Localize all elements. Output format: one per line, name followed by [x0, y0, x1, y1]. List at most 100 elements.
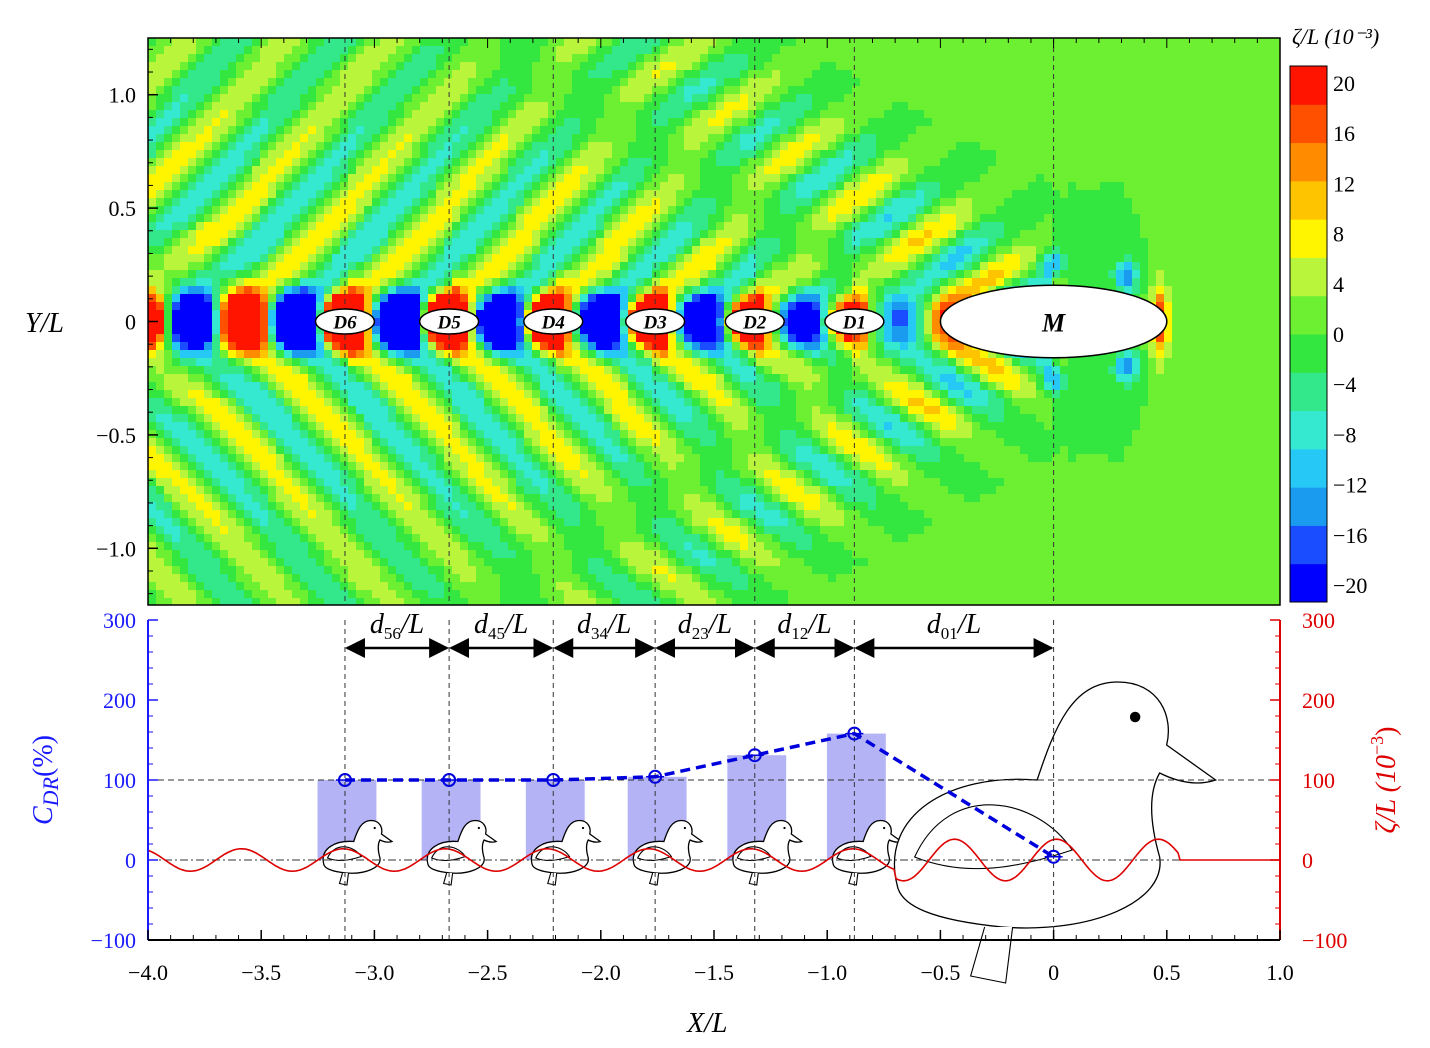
- contour-cell: [804, 582, 812, 590]
- contour-cell: [284, 286, 292, 294]
- contour-cell: [428, 534, 436, 542]
- contour-cell: [380, 502, 388, 510]
- contour-cell: [276, 390, 284, 398]
- contour-cell: [412, 78, 420, 86]
- contour-cell: [292, 366, 300, 374]
- contour-cell: [252, 246, 260, 254]
- contour-cell: [188, 470, 196, 478]
- contour-cell: [244, 526, 252, 534]
- contour-cell: [148, 350, 156, 358]
- contour-cell: [516, 174, 524, 182]
- contour-cell: [220, 414, 228, 422]
- contour-cell: [324, 438, 332, 446]
- contour-cell: [308, 286, 316, 294]
- contour-cell: [636, 70, 644, 78]
- contour-cell: [228, 150, 236, 158]
- contour-cell: [548, 278, 556, 286]
- contour-cell: [148, 142, 156, 150]
- contour-cell: [780, 62, 788, 70]
- contour-cell: [524, 534, 532, 542]
- contour-cell: [788, 470, 796, 478]
- contour-cell: [668, 206, 676, 214]
- contour-cell: [508, 486, 516, 494]
- contour-cell: [588, 558, 596, 566]
- contour-cell: [204, 350, 212, 358]
- contour-cell: [396, 254, 404, 262]
- contour-cell: [268, 286, 276, 294]
- contour-cell: [660, 582, 668, 590]
- contour-cell: [452, 238, 460, 246]
- contour-cell: [684, 566, 692, 574]
- contour-cell: [220, 590, 228, 598]
- contour-cell: [588, 182, 596, 190]
- contour-cell: [732, 134, 740, 142]
- contour-cell: [380, 102, 388, 110]
- contour-cell: [524, 430, 532, 438]
- contour-cell: [380, 222, 388, 230]
- contour-cell: [356, 230, 364, 238]
- contour-cell: [172, 382, 180, 390]
- contour-cell: [732, 174, 740, 182]
- contour-cell: [412, 558, 420, 566]
- contour-cell: [252, 494, 260, 502]
- contour-cell: [692, 534, 700, 542]
- contour-cell: [420, 70, 428, 78]
- contour-cell: [404, 558, 412, 566]
- contour-cell: [772, 366, 780, 374]
- contour-cell: [236, 94, 244, 102]
- contour-cell: [404, 510, 412, 518]
- contour-cell: [364, 270, 372, 278]
- contour-cell: [324, 62, 332, 70]
- contour-cell: [276, 422, 284, 430]
- contour-cell: [420, 158, 428, 166]
- contour-cell: [508, 494, 516, 502]
- contour-cell: [492, 310, 500, 318]
- contour-cell: [692, 46, 700, 54]
- contour-cell: [532, 158, 540, 166]
- contour-cell: [180, 486, 188, 494]
- contour-cell: [668, 582, 676, 590]
- contour-cell: [180, 302, 188, 310]
- contour-cell: [804, 390, 812, 398]
- contour-cell: [156, 382, 164, 390]
- contour-cell: [508, 518, 516, 526]
- contour-cell: [388, 278, 396, 286]
- contour-cell: [164, 246, 172, 254]
- contour-cell: [348, 278, 356, 286]
- contour-cell: [548, 286, 556, 294]
- contour-cell: [692, 486, 700, 494]
- contour-cell: [340, 246, 348, 254]
- contour-cell: [476, 190, 484, 198]
- contour-cell: [476, 94, 484, 102]
- contour-cell: [828, 430, 836, 438]
- contour-cell: [332, 238, 340, 246]
- contour-cell: [436, 262, 444, 270]
- contour-cell: [556, 78, 564, 86]
- contour-cell: [220, 174, 228, 182]
- contour-cell: [692, 254, 700, 262]
- contour-cell: [676, 486, 684, 494]
- contour-cell: [260, 446, 268, 454]
- contour-cell: [420, 550, 428, 558]
- contour-cell: [532, 342, 540, 350]
- contour-cell: [692, 478, 700, 486]
- contour-cell: [332, 526, 340, 534]
- contour-cell: [524, 198, 532, 206]
- contour-cell: [516, 166, 524, 174]
- contour-cell: [524, 302, 532, 310]
- contour-cell: [180, 462, 188, 470]
- contour-cell: [148, 574, 156, 582]
- contour-cell: [428, 422, 436, 430]
- contour-cell: [676, 478, 684, 486]
- contour-cell: [724, 62, 732, 70]
- contour-cell: [468, 590, 476, 598]
- contour-cell: [404, 502, 412, 510]
- contour-cell: [420, 54, 428, 62]
- contour-cell: [188, 590, 196, 598]
- contour-cell: [340, 158, 348, 166]
- contour-cell: [340, 190, 348, 198]
- contour-cell: [724, 38, 732, 46]
- contour-cell: [356, 78, 364, 86]
- contour-cell: [804, 238, 812, 246]
- contour-cell: [508, 246, 516, 254]
